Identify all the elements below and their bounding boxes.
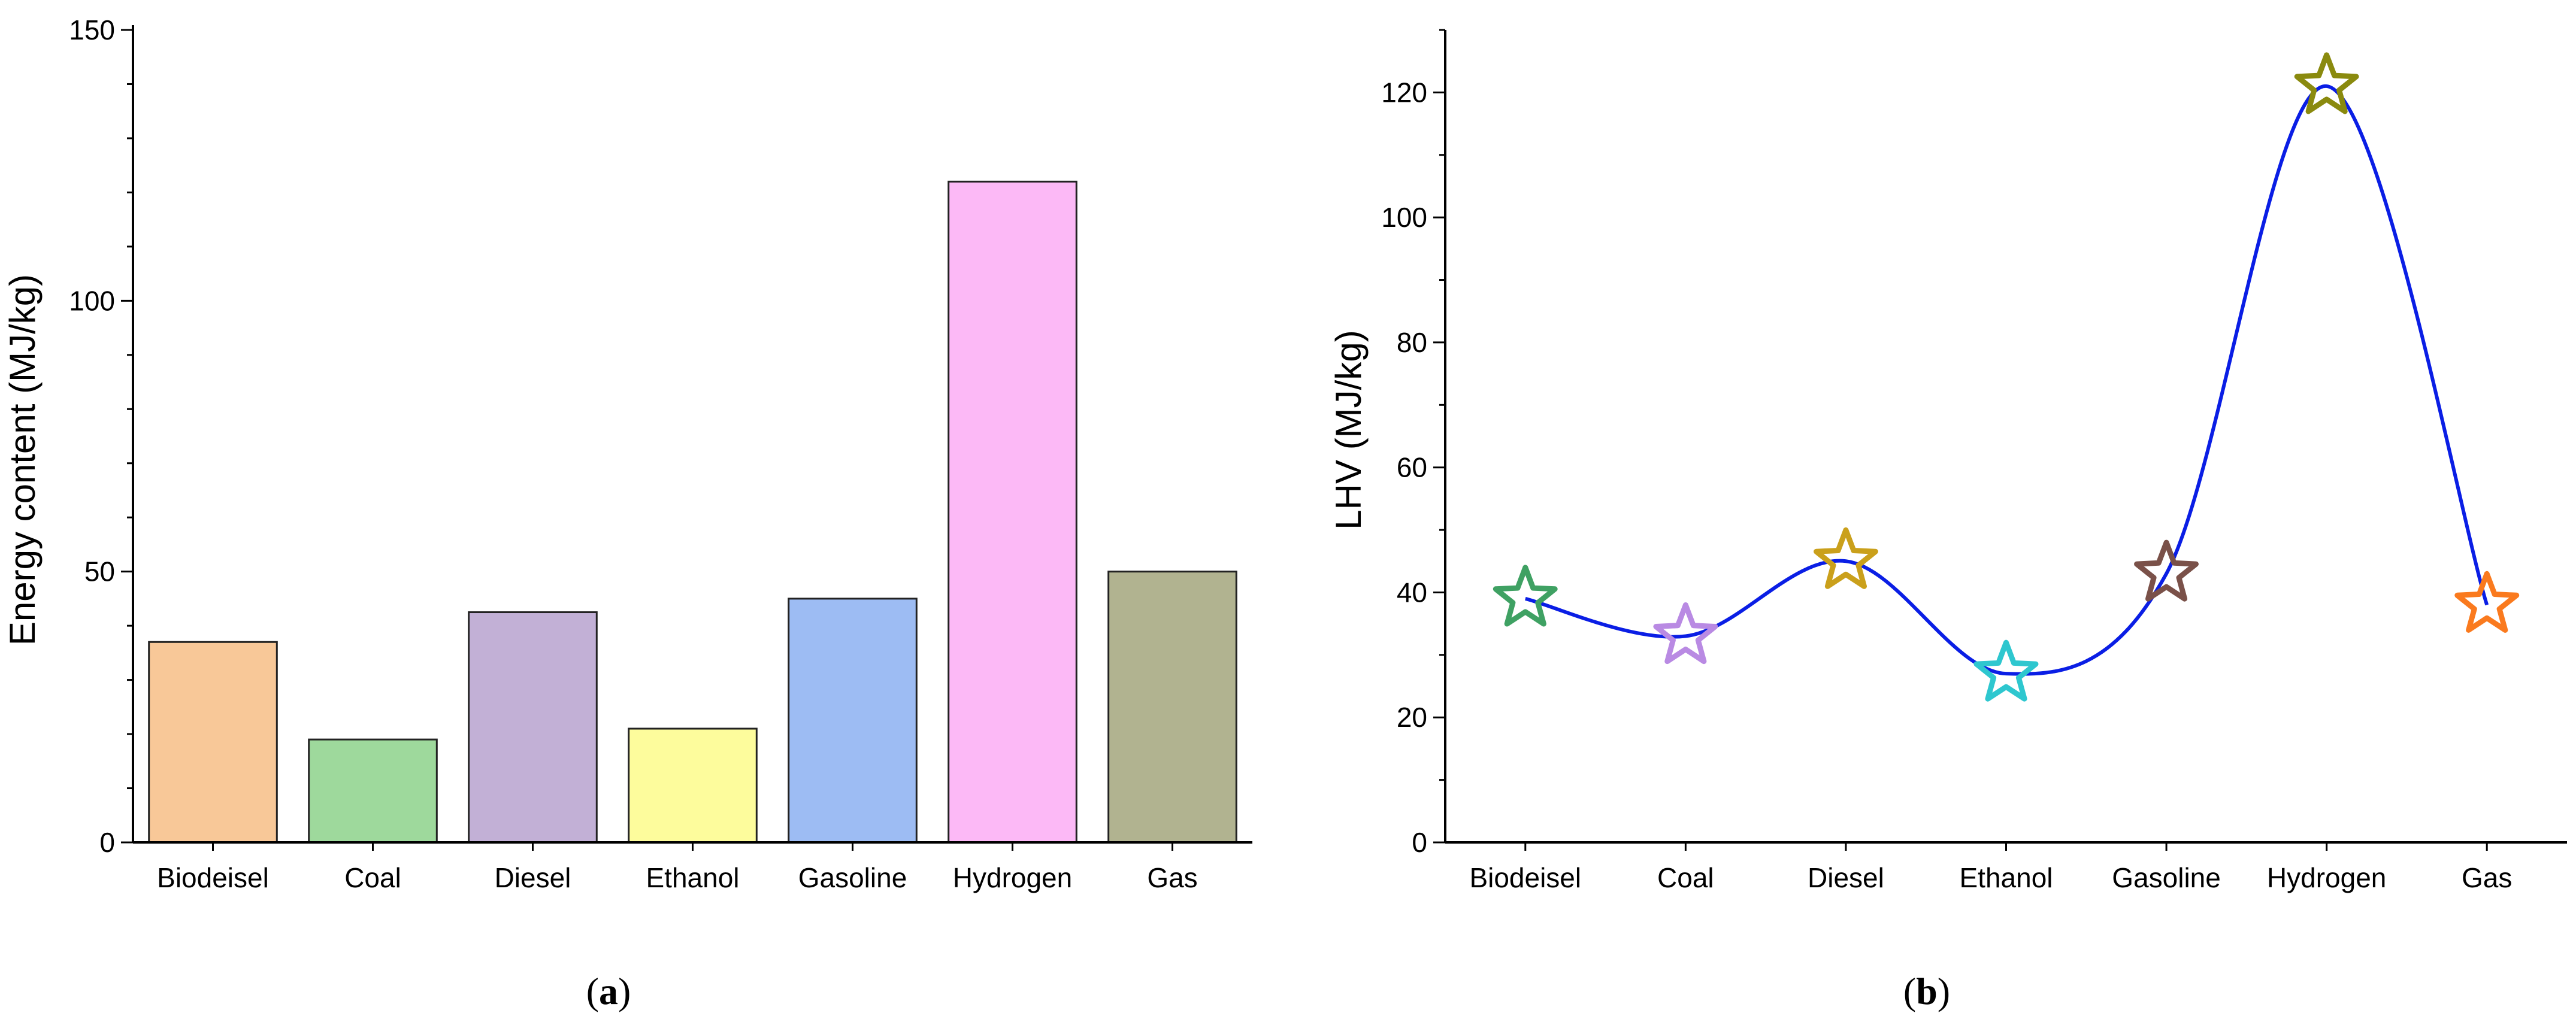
x-tick-label: Gas [2462, 862, 2512, 893]
x-tick-label: Ethanol [646, 862, 739, 893]
bar-diesel [468, 611, 598, 844]
y-ticks-a: 0 50 100 150 [69, 14, 133, 858]
y-tick-label: 150 [69, 14, 115, 46]
y-tick-label: 50 [84, 556, 115, 587]
bar-biodeisel [148, 641, 278, 844]
x-tick-label: Ethanol [1959, 862, 2053, 893]
y-tick-label: 120 [1381, 77, 1427, 108]
bar-series [148, 180, 1237, 844]
x-tick-label: Gasoline [798, 862, 907, 893]
marker-gas [2454, 571, 2520, 633]
bar-gasoline [788, 598, 918, 844]
marker-coal [1653, 602, 1718, 665]
y-tick-label: 60 [1397, 452, 1427, 483]
marker-ethanol [1973, 639, 2039, 702]
x-tick-label: Hydrogen [953, 862, 1072, 893]
marker-diesel [1814, 527, 1878, 589]
marker-hydrogen [2294, 52, 2359, 114]
x-tick-label: Coal [1657, 862, 1714, 893]
y-ticks-b: 0 20 40 60 80 100 120 [1381, 29, 1445, 858]
panel-a-bar-chart: 0 50 100 150 Biodeisel Coal Diesel Ethanol Gaso… [2, 14, 1252, 1012]
bar-coal [308, 738, 438, 844]
x-tick-label: Coal [344, 862, 401, 893]
x-tick-label: Gas [1147, 862, 1197, 893]
panel-label-a: (a) [586, 970, 631, 1012]
x-tick-label: Diesel [495, 862, 571, 893]
y-tick-label: 100 [1381, 202, 1427, 233]
axes-a [132, 25, 1252, 844]
x-tick-label: Hydrogen [2267, 862, 2386, 893]
y-tick-label: 20 [1397, 702, 1427, 733]
y-tick-label: 0 [1412, 827, 1427, 858]
y-tick-label: 0 [99, 827, 115, 858]
x-ticks-b: Biodeisel Coal Diesel Ethanol Gasoline Hydrog… [1469, 842, 2512, 893]
y-axis-title-b: LHV (MJ/kg) [1328, 330, 1369, 529]
y-axis-title-a: Energy content (MJ/kg) [2, 274, 43, 645]
x-tick-label: Gasoline [2112, 862, 2221, 893]
panel-label-b: (b) [1903, 970, 1950, 1012]
axes-b [1444, 30, 2567, 844]
panel-b-line-chart: 0 20 40 60 80 100 120 Biodeisel Coal Diesel Ethan… [1328, 29, 2567, 1012]
y-tick-label: 100 [69, 285, 115, 316]
x-tick-label: Biodeisel [1469, 862, 1581, 893]
bar-ethanol [628, 727, 758, 844]
y-tick-label: 40 [1397, 577, 1427, 608]
marker-gasoline [2134, 539, 2199, 602]
lhv-curve [1525, 84, 2489, 676]
x-tick-label: Biodeisel [157, 862, 269, 893]
x-ticks-a: Biodeisel Coal Diesel Ethanol Gasoline Hydrog… [157, 842, 1198, 893]
y-tick-label: 80 [1397, 327, 1427, 358]
x-tick-label: Diesel [1808, 862, 1884, 893]
bar-gas [1107, 571, 1237, 844]
marker-biodeisel [1493, 565, 1558, 627]
bar-hydrogen [948, 180, 1077, 844]
star-markers [1493, 52, 2520, 702]
